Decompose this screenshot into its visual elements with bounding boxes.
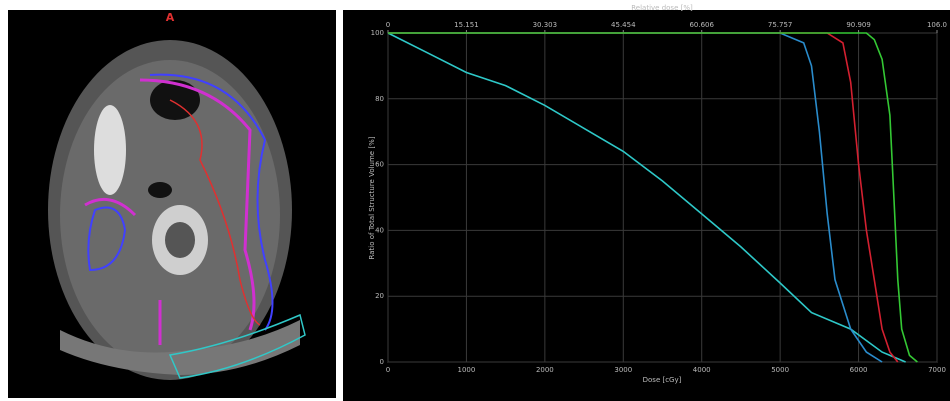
x-tick-label: 1000 <box>458 366 476 374</box>
image-label: A <box>166 11 175 24</box>
x-tick-label: 4000 <box>693 366 711 374</box>
x2-tick-label: 45.454 <box>611 21 636 29</box>
y-tick-label: 0 <box>380 358 384 366</box>
y-tick-label: 100 <box>371 29 384 37</box>
x2-tick-label: 60.606 <box>689 21 714 29</box>
y-tick-label: 40 <box>375 226 384 234</box>
y-tick-label: 80 <box>375 95 384 103</box>
screen: A 02040608010001000200030004000500060007… <box>0 0 950 401</box>
x-tick-label: 6000 <box>850 366 868 374</box>
x2-axis-label: Relative dose [%] <box>631 4 693 12</box>
x2-tick-label: 90.909 <box>846 21 871 29</box>
x2-tick-label: 15.151 <box>454 21 479 29</box>
x2-tick-label: 106.0 <box>927 21 947 29</box>
x-tick-label: 5000 <box>771 366 789 374</box>
y-tick-label: 20 <box>375 292 384 300</box>
x-axis-label: Dose [cGy] <box>643 376 682 384</box>
x2-tick-label: 75.757 <box>768 21 793 29</box>
x-tick-label: 3000 <box>614 366 632 374</box>
x-tick-label: 7000 <box>928 366 946 374</box>
x2-tick-label: 30.303 <box>533 21 558 29</box>
x2-tick-label: 0 <box>386 21 390 29</box>
plot-area <box>388 33 937 362</box>
y-axis-label: Ratio of Total Structure Volume [%] <box>368 136 376 259</box>
x-tick-label: 2000 <box>536 366 554 374</box>
x-tick-label: 0 <box>386 366 390 374</box>
y-tick-label: 60 <box>375 161 384 169</box>
